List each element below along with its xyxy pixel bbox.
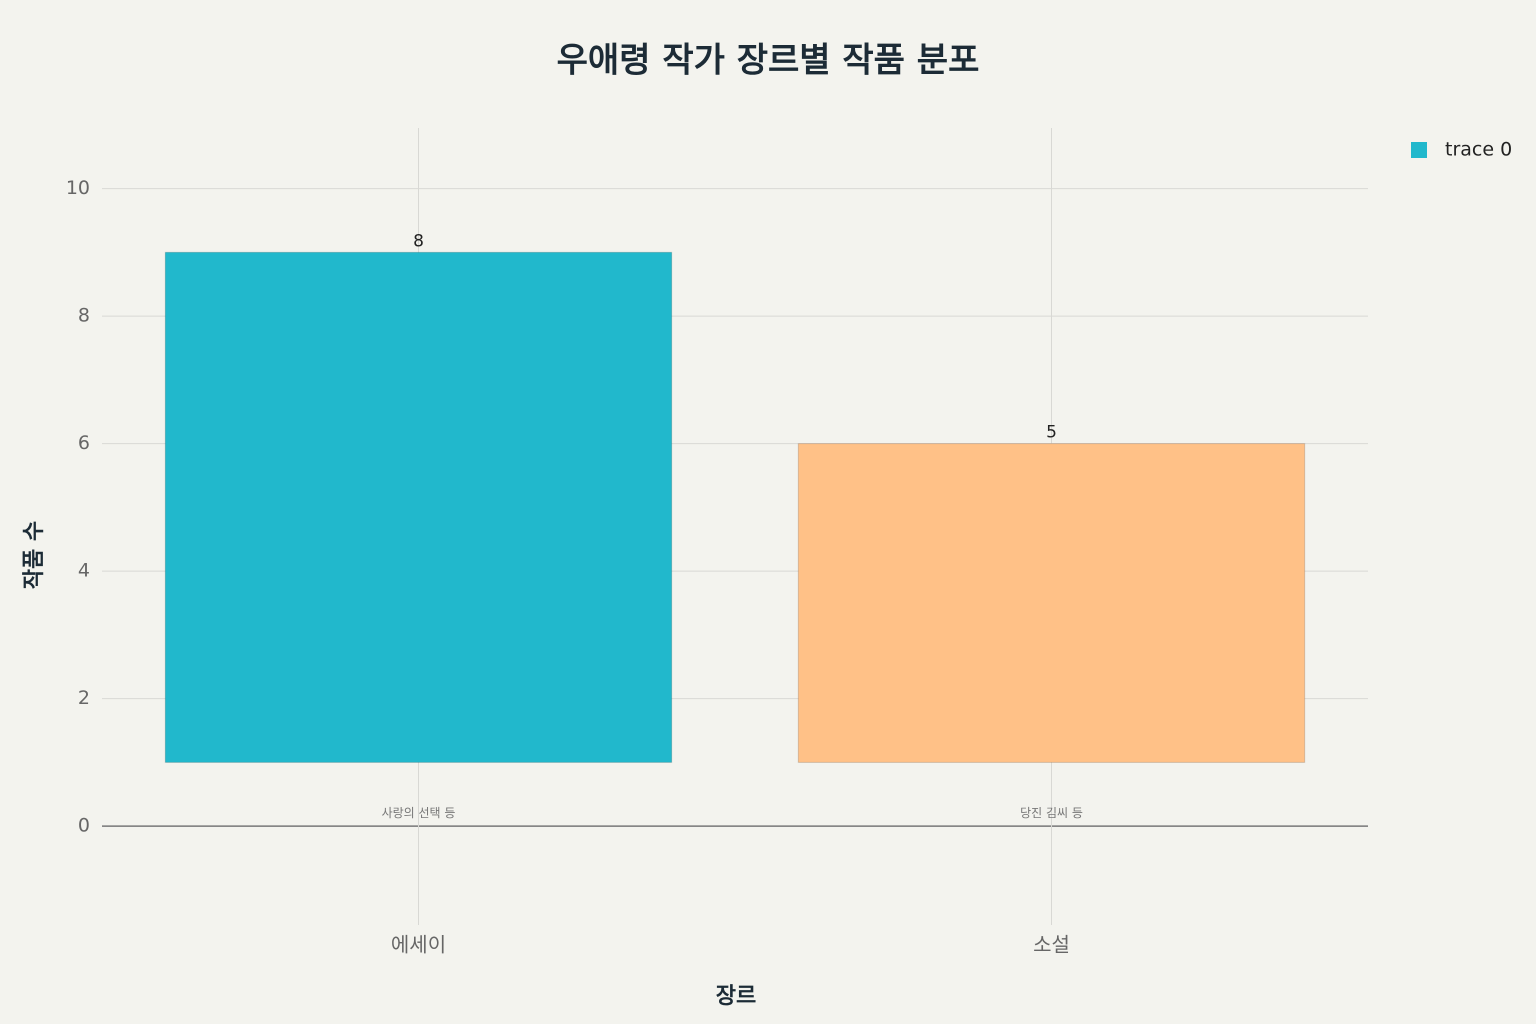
y-tick-label: 6 [78,432,90,454]
y-tick-label: 4 [78,560,90,582]
value-label: 8 [413,231,424,251]
annotation: 당진 김씨 등 [1020,806,1083,820]
bar [164,251,673,763]
annotation: 사랑의 선택 등 [382,806,456,820]
y-tick-label: 2 [78,687,90,709]
y-tick-label: 8 [78,305,90,327]
legend-swatch [1411,142,1427,158]
chart-title: 우애령 작가 장르별 작품 분포 [557,41,980,81]
y-tick-label: 10 [66,177,90,199]
x-tick-label: 소설 [1033,933,1070,957]
legend-label: trace 0 [1445,139,1512,161]
y-tick-label: 0 [78,815,90,837]
x-axis-title: 장르 [716,984,756,1009]
y-axis-title: 작품 수 [22,521,47,589]
bar [797,443,1306,763]
x-tick-label: 에세이 [391,933,446,957]
value-label: 5 [1046,423,1057,443]
